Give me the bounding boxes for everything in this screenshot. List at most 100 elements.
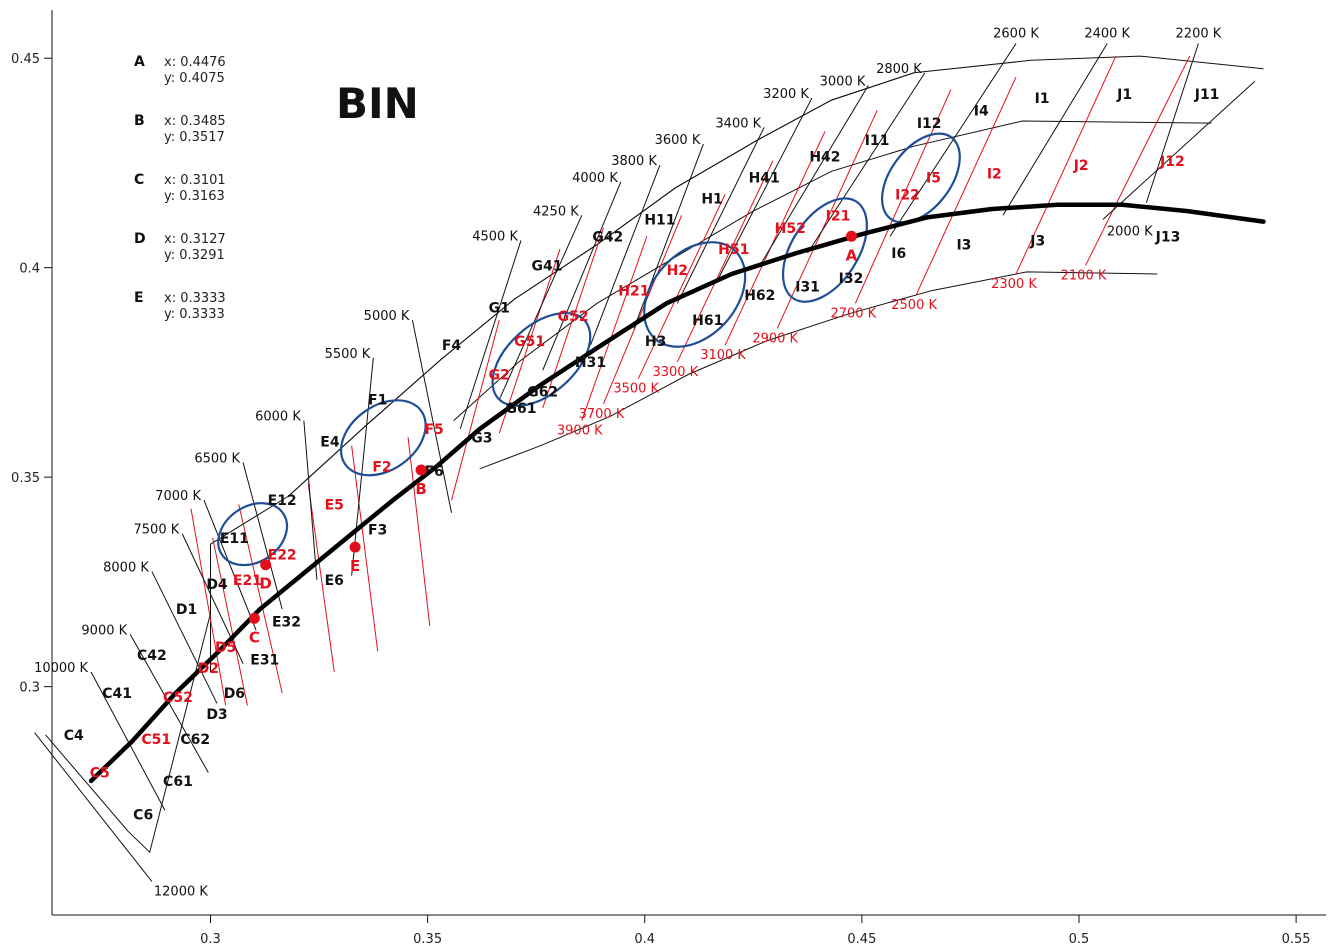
- chromaticity-point: [349, 541, 361, 553]
- bin-label: C5: [90, 766, 110, 782]
- red-cct-line: [1085, 55, 1191, 266]
- bin-label: C51: [141, 732, 171, 748]
- bin-label: E32: [272, 615, 301, 631]
- black-cct-label: 2200 K: [1176, 27, 1222, 42]
- black-cct-label: 7500 K: [134, 523, 180, 538]
- red-cct-line: [498, 248, 561, 434]
- bin-label: H51: [718, 242, 749, 258]
- legend-x-value: x: 0.3333: [164, 291, 226, 306]
- legend-y-value: y: 0.3163: [164, 189, 225, 204]
- legend-y-value: y: 0.3333: [164, 307, 225, 322]
- bin-label: J11: [1194, 87, 1220, 103]
- red-cct-line: [1015, 55, 1117, 275]
- bin-grid-layer: [45, 55, 1264, 854]
- chromaticity-point: [415, 464, 427, 476]
- bin-label: H41: [749, 171, 780, 187]
- chromaticity-point-label: C: [249, 628, 260, 646]
- chromaticity-point-label: E: [350, 557, 360, 575]
- red-cct-label: 3700 K: [579, 407, 625, 422]
- black-cct-line: [498, 215, 583, 400]
- bin-label: G51: [514, 334, 545, 350]
- black-cct-line: [542, 181, 622, 371]
- bin-label: G41: [532, 259, 563, 275]
- bin-label: I5: [926, 171, 941, 187]
- bin-inner-line: [288, 72, 915, 497]
- black-cct-label: 4500 K: [472, 229, 518, 244]
- bin-label: C41: [102, 686, 132, 702]
- legend-point-letter: B: [134, 113, 145, 129]
- black-cct-line: [181, 533, 244, 664]
- macadam-ellipse: [339, 399, 427, 477]
- y-tick-label: 0.35: [11, 471, 40, 486]
- black-cct-line: [151, 571, 218, 704]
- black-cct-line: [90, 671, 166, 811]
- bin-label: J13: [1155, 229, 1181, 245]
- red-cct-line: [724, 131, 826, 346]
- bin-label: H2: [667, 263, 688, 279]
- bin-label: E4: [320, 435, 340, 451]
- bin-label: I32: [839, 271, 864, 287]
- bin-label: H61: [692, 313, 723, 329]
- bin-label: C6: [133, 807, 153, 823]
- red-cct-line: [307, 483, 335, 673]
- black-cct-label: 10000 K: [34, 661, 88, 676]
- macadam-ellipse: [491, 311, 592, 407]
- bin-label: D2: [198, 661, 219, 677]
- macadam-ellipse: [217, 502, 289, 567]
- bin-label: C52: [163, 690, 193, 706]
- bin-label: F6: [424, 464, 443, 480]
- black-cct-line: [759, 85, 869, 266]
- black-cct-label: 3200 K: [763, 87, 809, 102]
- black-cct-label: 3400 K: [715, 116, 761, 131]
- legend-x-value: x: 0.3101: [164, 173, 226, 188]
- y-tick-label: 0.4: [19, 262, 40, 277]
- black-cct-line: [807, 72, 926, 254]
- chromaticity-point: [248, 612, 260, 624]
- red-cct-line: [190, 508, 227, 706]
- bin-label: F5: [424, 422, 443, 438]
- bin-label: G1: [489, 300, 510, 316]
- black-cct-label: 8000 K: [103, 560, 149, 575]
- bin-label: I22: [895, 187, 920, 203]
- black-cct-label: 6500 K: [194, 452, 240, 467]
- black-cct-layer: 12000 K 10000 K 9000 K 8000 K 7500 K 7000 K 65…: [34, 27, 1256, 899]
- black-cct-label: 2400 K: [1084, 27, 1130, 42]
- legend-x-value: x: 0.4476: [164, 55, 226, 70]
- bin-label: F4: [442, 338, 462, 354]
- blackbody-locus: [88, 202, 1266, 784]
- points-layer: A B C D E: [248, 230, 858, 646]
- bin-label: E31: [250, 652, 279, 668]
- black-cct-line: [589, 164, 661, 346]
- black-cct-label: 3800 K: [611, 154, 657, 169]
- bin-label: G52: [558, 309, 589, 325]
- legend-point-letter: A: [134, 54, 145, 70]
- bin-label: C4: [64, 728, 84, 744]
- bin-label: H31: [575, 355, 606, 371]
- bin-label: C61: [163, 774, 193, 790]
- bin-label: D3: [206, 707, 227, 723]
- black-cct-label: 5500 K: [325, 347, 371, 362]
- bin-label: E6: [325, 573, 344, 589]
- bin-label: F1: [368, 393, 387, 409]
- bin-label: I21: [826, 208, 851, 224]
- bin-label: E12: [268, 493, 297, 509]
- bin-label: G2: [489, 368, 510, 384]
- axes-layer: 0.3 0.35 0.4 0.45 0.5 0.55 0.3 0.35 0.4 0.45: [11, 10, 1326, 947]
- chromaticity-point-label: B: [415, 480, 426, 498]
- red-cct-label: 3500 K: [613, 382, 659, 397]
- legend-point-letter: E: [134, 290, 144, 306]
- red-cct-label: 2100 K: [1061, 269, 1107, 284]
- black-cct-label: 2000 K: [1107, 224, 1153, 239]
- bin-label: C62: [180, 732, 210, 748]
- black-cct-label: 12000 K: [154, 884, 208, 899]
- bin-label: I11: [865, 133, 890, 149]
- x-tick-label: 0.55: [1282, 932, 1311, 947]
- x-tick-label: 0.35: [413, 932, 442, 947]
- y-tick-label: 0.45: [11, 52, 40, 67]
- legend-x-value: x: 0.3127: [164, 232, 226, 247]
- black-cct-line: [676, 127, 765, 304]
- bin-label: J1: [1116, 87, 1132, 103]
